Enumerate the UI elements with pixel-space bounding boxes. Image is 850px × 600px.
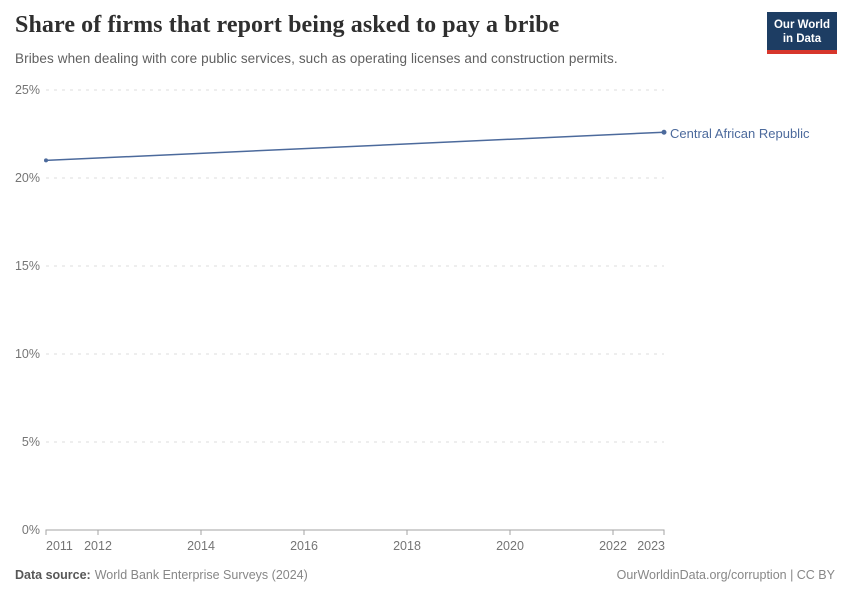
data-source-text: World Bank Enterprise Surveys (2024) — [94, 568, 308, 582]
owid-logo-line1: Our World — [773, 19, 830, 31]
x-tick-2023: 2023 — [637, 539, 665, 553]
y-tick-5: 5% — [22, 435, 40, 449]
chart-footer: Data source: World Bank Enterprise Survey… — [15, 568, 835, 582]
series-line[interactable] — [45, 131, 665, 162]
owid-logo-line2: in Data — [782, 33, 822, 45]
x-tick-2012: 2012 — [84, 539, 112, 553]
x-axis — [45, 529, 665, 535]
x-axis-labels: 2011 2012 2014 2016 2018 2020 2022 2023 — [46, 539, 665, 553]
series-point-start[interactable] — [44, 158, 48, 163]
x-tick-2014: 2014 — [187, 539, 215, 553]
y-gridlines — [46, 89, 664, 443]
y-axis-labels: 25% 20% 15% 10% 5% 0% — [15, 83, 40, 537]
data-source-label: Data source: — [15, 568, 91, 582]
x-tick-2022: 2022 — [599, 539, 627, 553]
y-tick-0: 0% — [22, 523, 40, 537]
chart-title: Share of firms that report being asked t… — [15, 12, 560, 38]
x-tick-2018: 2018 — [393, 539, 421, 553]
series-label[interactable]: Central African Republic — [670, 126, 810, 141]
y-tick-10: 10% — [15, 347, 40, 361]
chart-subtitle: Bribes when dealing with core public ser… — [15, 51, 618, 66]
x-tick-2011: 2011 — [46, 539, 73, 553]
owid-logo: Our World in Data — [766, 12, 837, 54]
credit-link[interactable]: OurWorldinData.org/corruption | CC BY — [616, 568, 835, 582]
y-tick-25: 25% — [15, 83, 40, 97]
series-central-african-republic[interactable]: Central African Republic — [44, 126, 810, 163]
x-tick-2016: 2016 — [290, 539, 318, 553]
series-point-end[interactable] — [661, 129, 667, 135]
data-source: Data source: World Bank Enterprise Survey… — [15, 568, 308, 582]
y-tick-20: 20% — [15, 171, 40, 185]
y-tick-15: 15% — [15, 259, 40, 273]
x-tick-2020: 2020 — [496, 539, 524, 553]
